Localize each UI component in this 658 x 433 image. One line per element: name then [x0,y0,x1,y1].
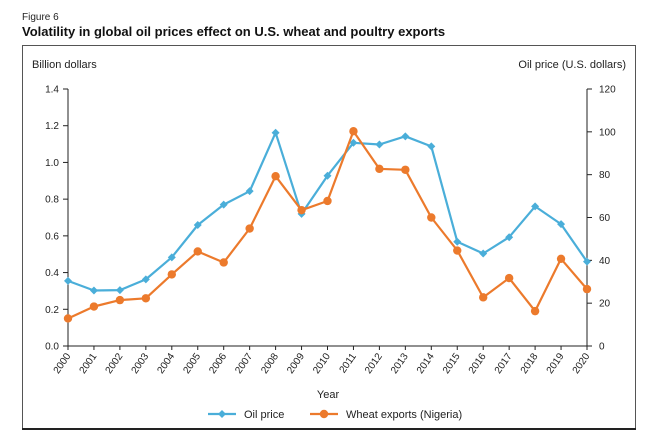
data-point-oil-price [167,253,176,262]
data-point-wheat-exports-nigeria [167,270,176,279]
figure-label: Figure 6 [22,12,59,23]
y-axis-left-label: Billion dollars [32,59,97,71]
legend-label-wheat-exports-nigeria: Wheat exports (Nigeria) [346,409,462,421]
x-tick-label: 2017 [493,351,515,376]
data-point-oil-price [89,286,98,295]
data-point-oil-price [115,286,124,295]
legend-marker-oil-price [218,410,226,418]
data-point-oil-price [557,220,566,229]
data-point-oil-price [245,187,254,196]
data-point-oil-price [453,237,462,246]
data-point-wheat-exports-nigeria [582,284,592,294]
data-point-oil-price [505,233,514,242]
x-tick-label: 2010 [311,351,333,376]
series-line-wheat-exports-nigeria [67,130,588,320]
data-point-oil-price [427,142,436,151]
y-right-tick-label: 20 [599,299,611,310]
x-tick-label: 2000 [52,351,74,376]
figure-title: Volatility in global oil prices effect o… [22,24,446,39]
data-point-oil-price [193,220,202,229]
x-tick-label: 2018 [519,351,541,376]
data-point-wheat-exports-nigeria [323,196,332,206]
axes: 0.0 0.2 0.4 0.6 0.8 1.0 1.2 1.4 0 20 40 60 80 100 120 2… [45,85,616,376]
data-point-wheat-exports-nigeria [504,273,514,283]
y-left-tick-label: 1.2 [45,121,59,132]
y-left-tick-label: 0.8 [45,195,59,206]
x-tick-label: 2019 [545,351,567,376]
data-point-wheat-exports-nigeria [245,224,254,233]
data-point-oil-price [141,275,150,284]
data-point-oil-price [375,140,384,149]
x-tick-label: 2011 [338,351,360,375]
x-tick-label: 2012 [363,351,385,376]
x-tick-label: 2002 [104,351,126,376]
data-point-wheat-exports-nigeria [271,171,280,181]
data-point-oil-price [349,138,358,147]
data-point-wheat-exports-nigeria [297,205,306,215]
data-point-oil-price [323,171,332,180]
chart-panel [22,45,636,428]
data-point-wheat-exports-nigeria [193,247,202,256]
y-left-tick-label: 1.4 [45,85,59,96]
x-tick-label: 2009 [285,351,307,376]
y-left-tick-label: 0.6 [45,231,59,242]
data-point-wheat-exports-nigeria [219,258,228,267]
data-point-oil-price [531,202,540,211]
data-point-oil-price [401,132,410,141]
legend-label-oil-price: Oil price [244,409,284,421]
data-point-wheat-exports-nigeria [479,293,488,302]
data-point-wheat-exports-nigeria [63,314,73,323]
legend: Oil price Wheat exports (Nigeria) [208,409,462,421]
x-tick-label: 2015 [441,351,463,376]
x-tick-label: 2016 [467,351,489,376]
data-point-wheat-exports-nigeria [375,164,384,174]
data-point-wheat-exports-nigeria [141,294,151,303]
x-tick-label: 2007 [233,351,255,376]
x-axis-label: Year [317,389,340,401]
y-right-tick-label: 60 [599,213,611,224]
y-left-tick-label: 0.4 [45,268,59,279]
data-point-oil-price [479,249,488,258]
y-left-tick-label: 1.0 [45,158,59,169]
data-point-oil-price [219,200,228,209]
data-point-wheat-exports-nigeria [349,127,358,136]
legend-marker-wheat-exports-nigeria [319,409,329,419]
data-point-wheat-exports-nigeria [530,306,540,316]
y-right-tick-label: 120 [599,85,616,96]
bottom-rule [22,428,636,430]
y-left-tick-label: 0.0 [45,342,59,353]
x-tick-label: 2003 [130,351,152,376]
data-point-wheat-exports-nigeria [453,246,462,255]
x-tick-label: 2014 [415,351,437,376]
series-layer [63,127,592,323]
y-axis-right-label: Oil price (U.S. dollars) [518,59,626,71]
y-right-tick-label: 40 [599,256,611,267]
data-point-wheat-exports-nigeria [427,213,436,222]
data-point-wheat-exports-nigeria [115,295,125,305]
x-tick-label: 2005 [181,351,203,376]
x-tick-label: 2001 [78,351,100,376]
y-right-tick-label: 100 [599,127,616,138]
x-tick-label: 2008 [259,351,281,376]
y-right-tick-label: 0 [599,342,605,353]
data-point-wheat-exports-nigeria [556,254,566,264]
y-left-tick-label: 0.2 [45,305,59,316]
y-right-tick-label: 80 [599,170,611,181]
data-point-wheat-exports-nigeria [401,165,410,174]
x-tick-label: 2020 [571,351,593,376]
data-point-oil-price [583,257,591,266]
data-point-oil-price [64,276,72,285]
series-line-oil-price [67,131,588,292]
x-tick-label: 2004 [155,351,177,376]
x-tick-label: 2013 [389,351,411,376]
data-point-wheat-exports-nigeria [89,302,99,311]
data-point-oil-price [271,128,280,137]
x-tick-label: 2006 [207,351,229,376]
